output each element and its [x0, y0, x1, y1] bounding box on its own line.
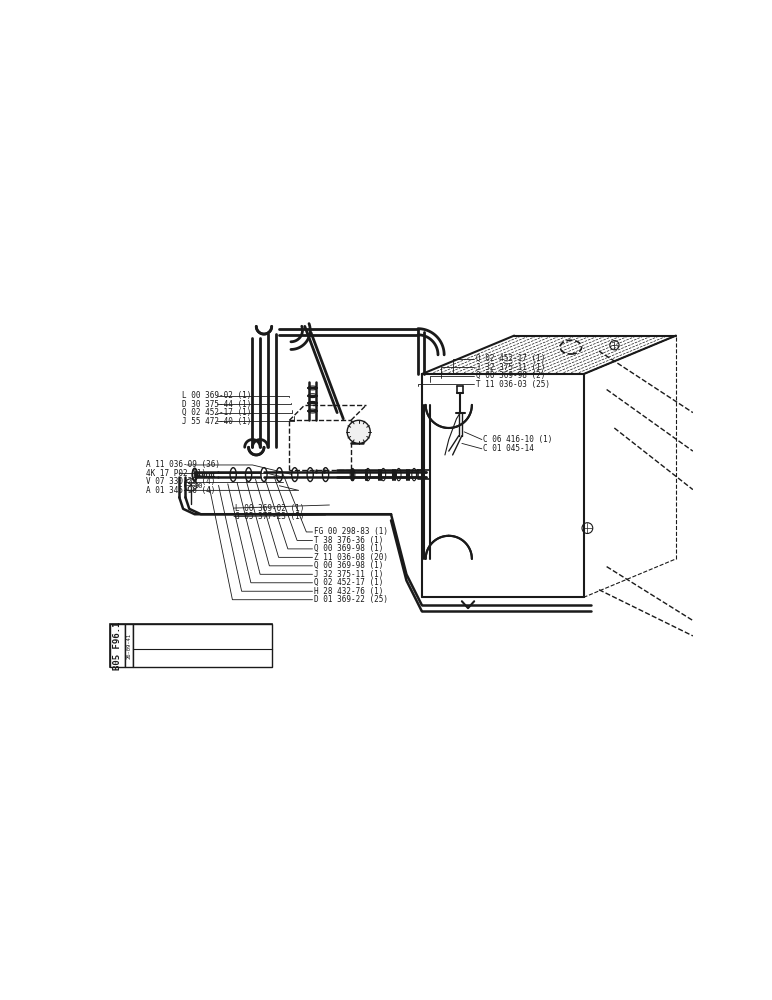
- Text: 90: 90: [195, 483, 203, 489]
- Text: Q 02 452-17 (1): Q 02 452-17 (1): [314, 578, 384, 587]
- Text: FUEL PUMP: FUEL PUMP: [136, 656, 178, 665]
- Text: FG 00 298-83 (1): FG 00 298-83 (1): [314, 527, 388, 536]
- Text: Q 02 452-17 (1): Q 02 452-17 (1): [476, 354, 545, 363]
- Text: C 06 416-10 (1): C 06 416-10 (1): [483, 435, 553, 444]
- Text: 4K 17 P02 (1): 4K 17 P02 (1): [146, 469, 206, 478]
- Text: Q 02 452-17 (1): Q 02 452-17 (1): [181, 408, 251, 417]
- Text: J 32 375-11 (1): J 32 375-11 (1): [476, 363, 545, 372]
- Text: A 01 345-96 (4): A 01 345-96 (4): [146, 486, 215, 495]
- Text: Q 00 369-98 (2): Q 00 369-98 (2): [476, 371, 545, 380]
- Text: J 32 375-11 (1): J 32 375-11 (1): [314, 570, 384, 579]
- Text: POMPE A CARBURANT: POMPE A CARBURANT: [136, 647, 221, 656]
- Text: V 07 330-29 (4): V 07 330-29 (4): [146, 477, 215, 486]
- Bar: [133, 624, 272, 667]
- Text: T 38 376-36 (1): T 38 376-36 (1): [314, 536, 384, 545]
- Text: T 11 036-03 (25): T 11 036-03 (25): [476, 380, 550, 389]
- Text: L 00 369-02 (1): L 00 369-02 (1): [235, 504, 305, 513]
- Text: H 28 432-76 (1): H 28 432-76 (1): [314, 587, 384, 596]
- Bar: [110, 624, 125, 667]
- Text: D 01 369-22 (25): D 01 369-22 (25): [314, 595, 388, 604]
- Text: Q 00 369-98 (1): Q 00 369-98 (1): [314, 544, 384, 553]
- Text: D 30 375-44 (1): D 30 375-44 (1): [181, 400, 251, 409]
- Text: L 00 369-02 (1): L 00 369-02 (1): [181, 391, 251, 400]
- Text: Z 11 036-08 (20): Z 11 036-08 (20): [314, 553, 388, 562]
- Text: G 05 377-23 (1): G 05 377-23 (1): [235, 512, 305, 521]
- Text: A 11 036-09 (36): A 11 036-09 (36): [146, 460, 220, 469]
- Text: B05 F96.1: B05 F96.1: [113, 621, 122, 670]
- Text: J 55 472-40 (1): J 55 472-40 (1): [181, 417, 251, 426]
- Text: 12: 12: [195, 473, 203, 479]
- Bar: [125, 624, 133, 667]
- Text: 26-09-41: 26-09-41: [127, 633, 132, 659]
- Bar: [110, 624, 272, 667]
- Text: X XX XXX-XX: X XX XXX-XX: [136, 631, 191, 640]
- Text: C 01 045-14: C 01 045-14: [483, 444, 534, 453]
- Text: Q 00 369-98 (1): Q 00 369-98 (1): [314, 561, 384, 570]
- Circle shape: [347, 420, 371, 443]
